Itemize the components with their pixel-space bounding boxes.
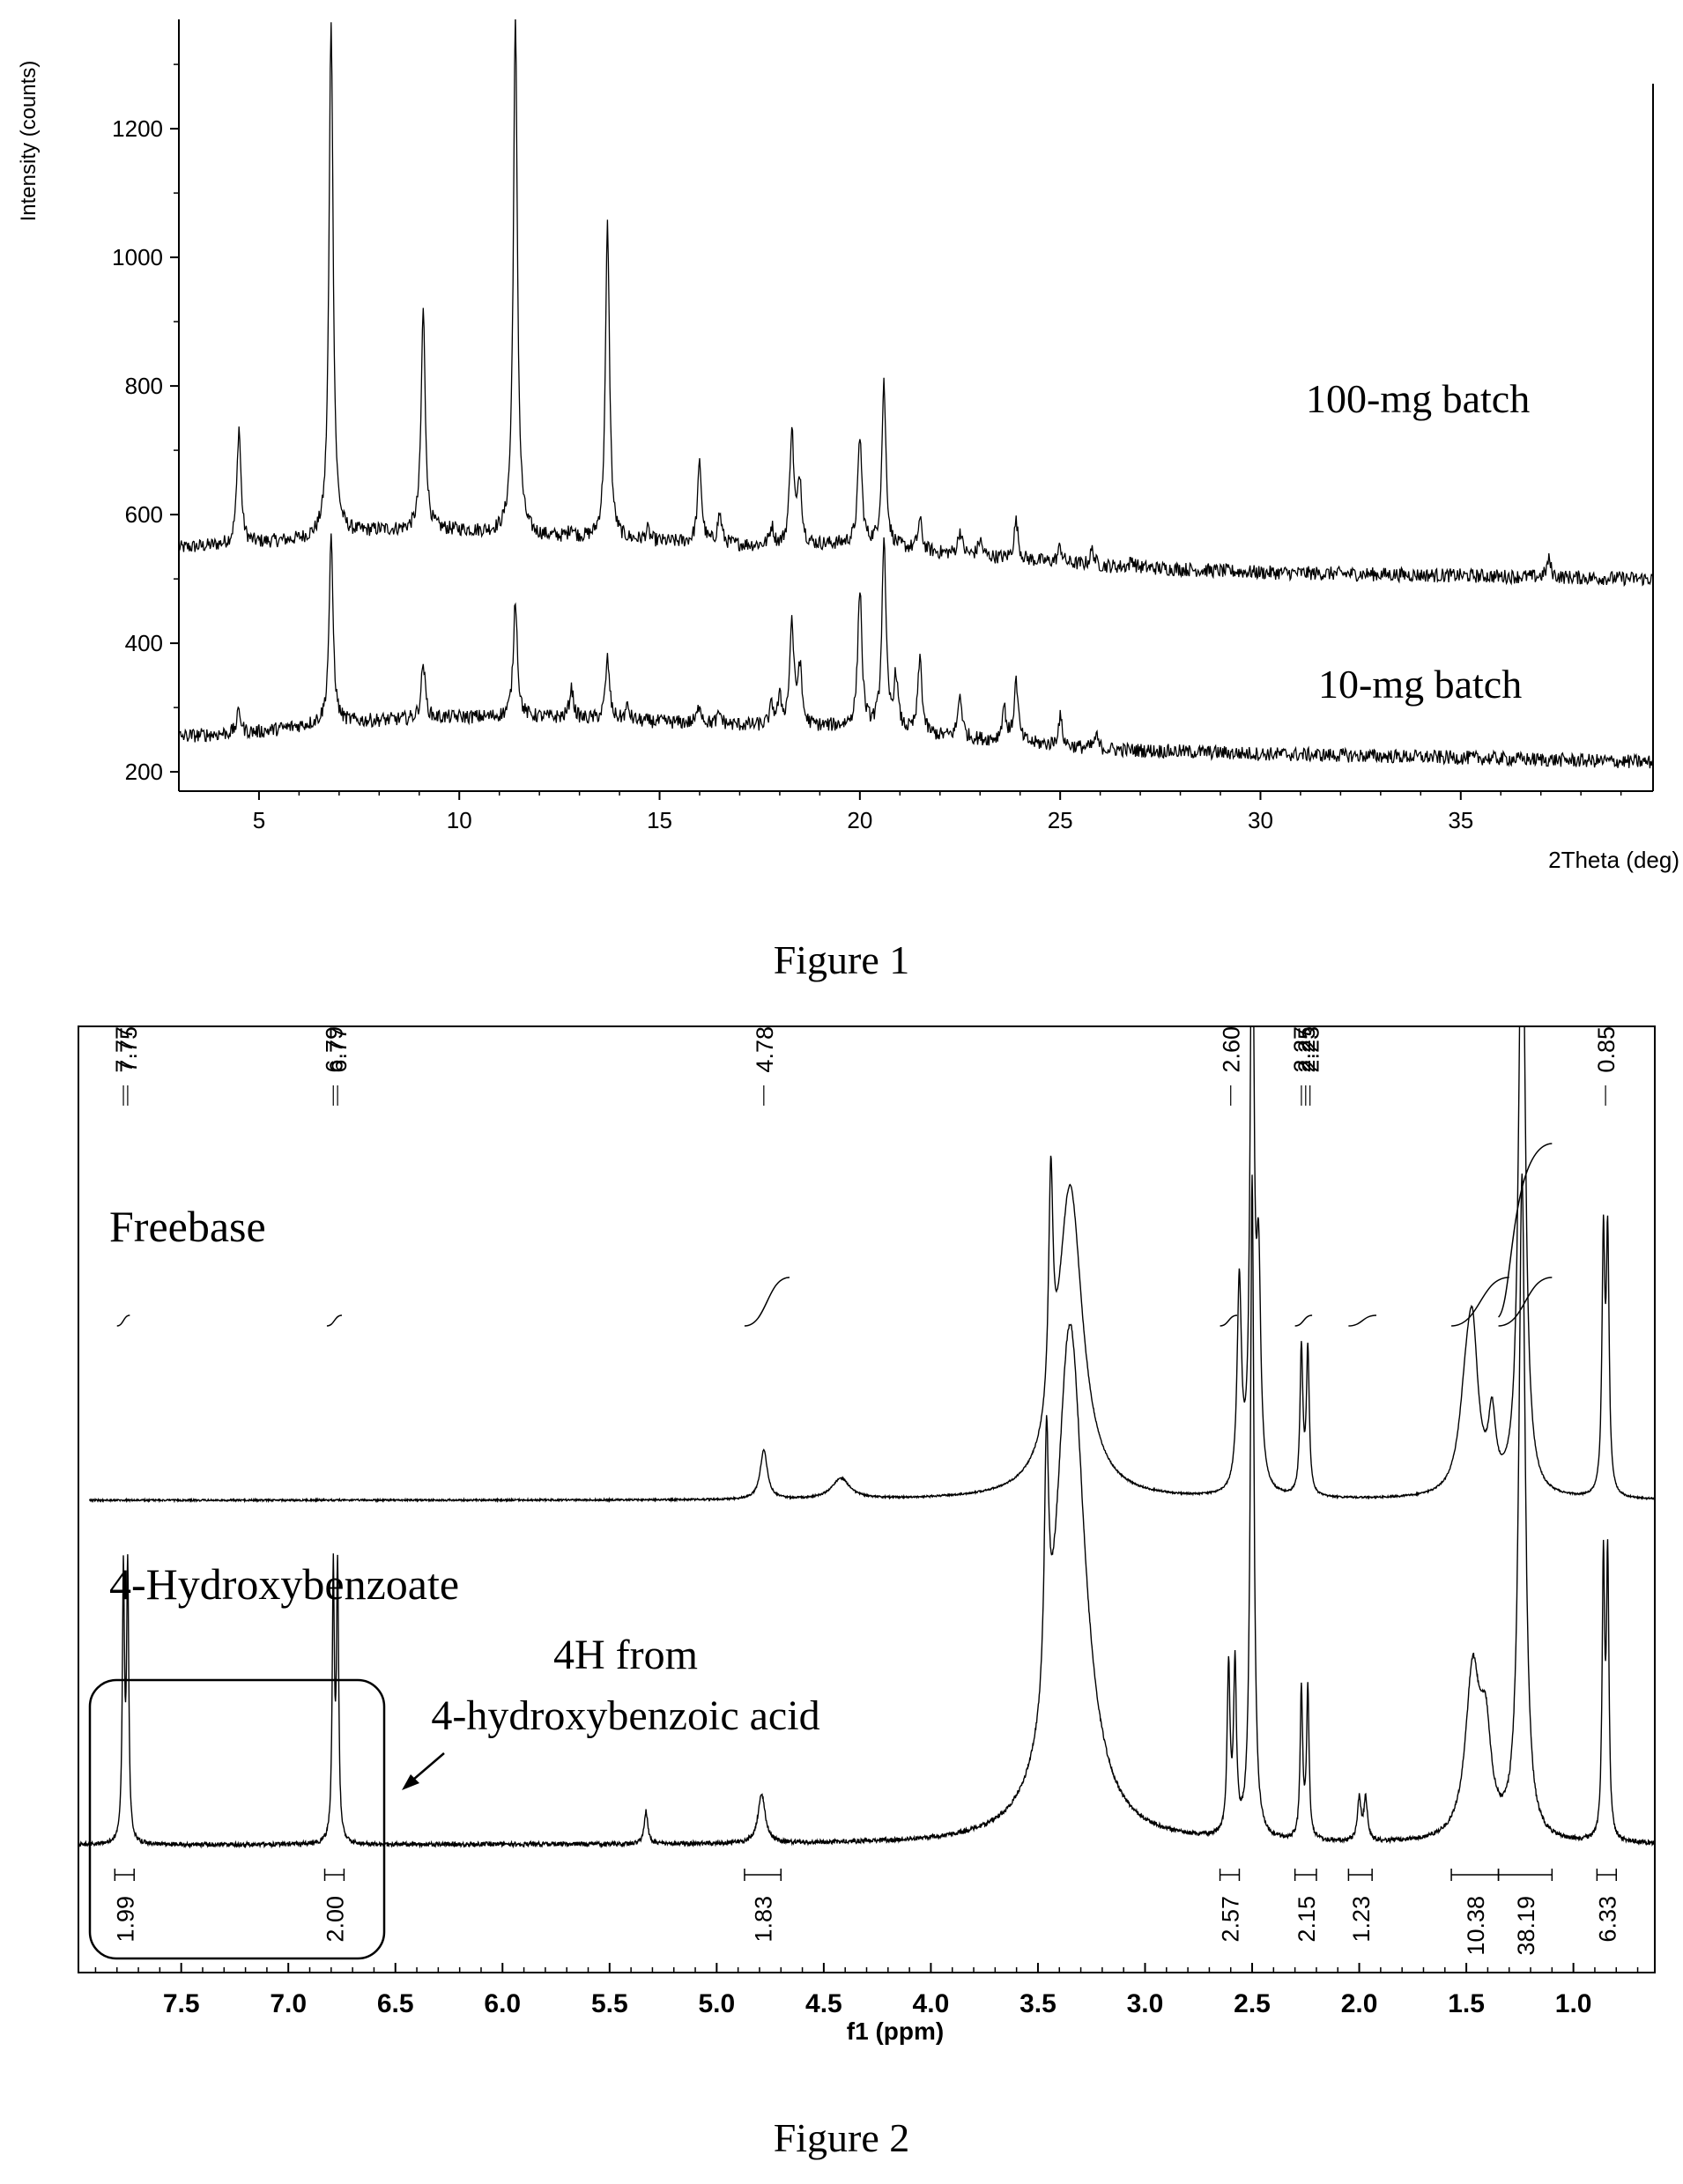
x-tick-label: 15 [647,807,672,833]
annotation-100mg: 100-mg batch [1306,376,1530,421]
y-tick-label: 1000 [112,244,163,270]
peak-label: 7.77 [111,1026,137,1073]
x-tick-label: 7.5 [163,1989,200,2018]
x-ticks: 5 10 15 20 25 30 35 [253,791,1622,833]
peak-label: 2.23 [1298,1026,1324,1073]
x-tick-label: 4.0 [913,1989,950,2018]
integral-curve [1294,1314,1313,1327]
x-ticks: 7.5 7.0 6.5 6.0 5.5 5.0 4.5 4.0 3.5 3.0 2.5 2.0 1.5 1… [94,1963,1639,2018]
x-tick-label: 1.0 [1555,1989,1592,2018]
integral-value: 2.00 [322,1896,348,1943]
peak-label: 6.77 [325,1026,352,1073]
y-tick-label: 600 [125,501,163,528]
xrpd-chart: 200 400 600 800 1000 1200 5 10 15 20 25 30 35 Inten… [17,19,1679,873]
note-arrow [402,1752,445,1790]
integral-curves [116,1143,1553,1327]
freebase-label: Freebase [109,1202,266,1251]
integral-value: 38.19 [1513,1896,1539,1956]
x-tick-label: 1.5 [1448,1989,1485,2018]
x-tick-label: 30 [1248,807,1273,833]
x-tick-label: 10 [447,807,472,833]
integral-value: 2.57 [1218,1896,1244,1943]
note-line1: 4H from [553,1632,698,1678]
series-10mg-line [179,533,1653,769]
x-tick-label: 5.0 [698,1989,735,2018]
integral-curve [1498,1277,1553,1327]
salt-label: 4-Hydroxybenzoate [109,1559,459,1609]
integral-value: 10.38 [1463,1896,1489,1956]
figure-2-caption: Figure 2 [773,2115,910,2160]
highlight-box [88,1678,386,1960]
x-tick-label: 5.5 [591,1989,628,2018]
y-axis-label: Intensity (counts) [17,61,41,222]
peak-label: 0.85 [1593,1026,1620,1073]
x-tick-label: 2.5 [1234,1989,1271,2018]
integral-curve [1451,1277,1509,1327]
x-tick-label: 7.0 [270,1989,307,2018]
integral-curve [326,1314,343,1327]
peak-label: 2.60 [1219,1026,1245,1073]
peak-label: 6.79 [321,1026,347,1073]
integral-value: 2.15 [1294,1896,1320,1943]
plot-frame [178,19,1654,792]
integral-value: 6.33 [1594,1896,1620,1943]
peak-label: 2.25 [1294,1026,1320,1073]
x-axis-label: 2Theta (deg) [1548,847,1679,873]
peak-label: 4.78 [752,1026,778,1073]
integral-curve [1348,1314,1377,1327]
y-tick-label: 200 [125,759,163,785]
y-tick-label: 400 [125,630,163,656]
y-tick-label: 1200 [112,115,163,142]
x-tick-label: 3.0 [1127,1989,1164,2018]
integral-curve [116,1314,130,1327]
x-tick-label: 4.5 [805,1989,842,2018]
y-ticks: 200 400 600 800 1000 1200 [112,63,179,785]
series-group [179,19,1653,769]
integral-value: 1.99 [112,1896,138,1943]
note-line2: 4-hydroxybenzoic acid [431,1692,819,1739]
x-tick-label: 5 [253,807,265,833]
x-tick-label: 6.5 [377,1989,414,2018]
integral-curve [744,1277,790,1327]
x-axis-label: f1 (ppm) [847,2017,944,2045]
integrals: 1.99 2.00 1.83 2.57 2.15 1.23 10.38 38.19 6.33 [112,1869,1620,1956]
y-tick-label: 800 [125,373,163,399]
x-tick-label: 3.5 [1019,1989,1057,2018]
series-100mg-line [179,19,1653,588]
x-tick-label: 20 [847,807,872,833]
salt-spectrum [78,1173,1655,1849]
figure-1-caption: Figure 1 [773,937,910,982]
annotation-10mg: 10-mg batch [1318,662,1522,707]
x-tick-label: 2.0 [1341,1989,1378,2018]
integral-curve [1497,1143,1553,1318]
integral-curve [1220,1314,1238,1327]
peak-label: 2.27 [1289,1026,1316,1073]
peak-labels: 7.777.75 6.796.77 4.78 2.60 2.272.252.23 0.85 [111,1026,1620,1106]
nmr-frame [78,1025,1656,1973]
x-tick-label: 35 [1448,807,1473,833]
integral-value: 1.23 [1348,1896,1375,1943]
peak-label: 7.75 [115,1026,142,1073]
x-tick-label: 25 [1048,807,1073,833]
integral-value: 1.83 [751,1896,777,1943]
x-tick-label: 6.0 [484,1989,521,2018]
